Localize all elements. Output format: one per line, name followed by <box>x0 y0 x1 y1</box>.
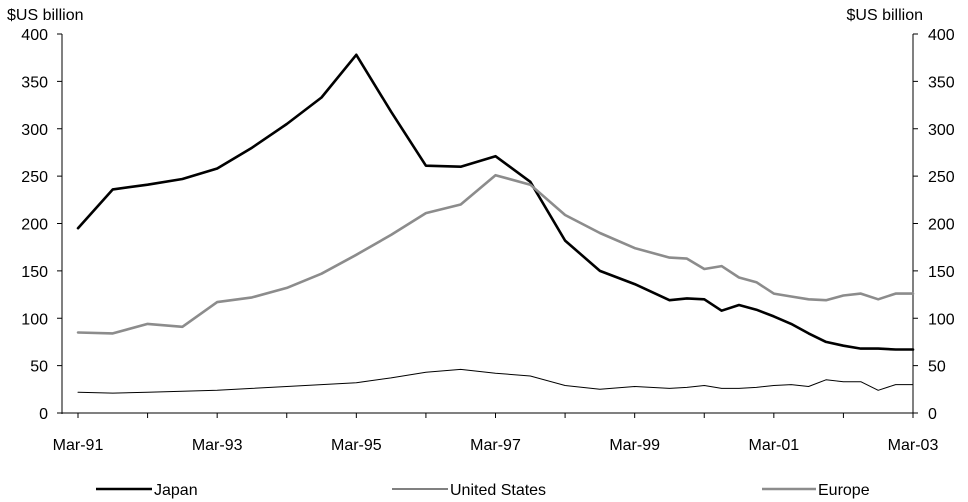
left-y-tick-label: 0 <box>39 406 48 423</box>
left-y-tick-label: 100 <box>21 311 48 328</box>
legend-label: Japan <box>154 482 198 499</box>
x-ticks: Mar-91 Mar-93 Mar-95 Mar-97 Mar-99 Mar-01 Mar-… <box>53 413 939 454</box>
left-y-tick-label: 200 <box>21 217 48 234</box>
right-y-tick-label: 400 <box>928 27 955 44</box>
right-y-tick-label: 0 <box>928 406 937 423</box>
legend-label: United States <box>450 482 546 499</box>
left-y-tick-label: 300 <box>21 122 48 139</box>
x-tick-label: Mar-97 <box>470 437 521 454</box>
right-y-tick-label: 300 <box>928 122 955 139</box>
right-axis-unit-label: $US billion <box>847 7 923 24</box>
x-tick-label: Mar-95 <box>331 437 382 454</box>
x-tick-label: Mar-99 <box>609 437 660 454</box>
legend: Japan United States Europe <box>96 482 870 499</box>
left-y-tick-label: 150 <box>21 264 48 281</box>
right-y-ticks: 0 50 100 150 200 250 300 350 400 <box>913 27 955 423</box>
right-y-tick-label: 350 <box>928 74 955 91</box>
right-y-tick-label: 200 <box>928 217 955 234</box>
x-tick-label: Mar-91 <box>53 437 104 454</box>
x-tick-label: Mar-01 <box>748 437 799 454</box>
left-y-tick-label: 350 <box>21 74 48 91</box>
left-axis-unit-label: $US billion <box>7 7 83 24</box>
legend-label: Europe <box>818 482 870 499</box>
right-y-tick-label: 250 <box>928 169 955 186</box>
x-tick-label: Mar-03 <box>888 437 939 454</box>
right-y-tick-label: 50 <box>928 359 946 376</box>
right-y-tick-label: 150 <box>928 264 955 281</box>
left-y-tick-label: 50 <box>30 359 48 376</box>
x-tick-label: Mar-93 <box>192 437 243 454</box>
right-y-tick-label: 100 <box>928 311 955 328</box>
series-line-europe <box>76 173 915 335</box>
left-y-tick-label: 250 <box>21 169 48 186</box>
left-y-ticks: 0 50 100 150 200 250 300 350 400 <box>21 27 62 423</box>
series-line-united-states <box>77 368 914 394</box>
series-lines <box>76 53 915 394</box>
left-y-tick-label: 400 <box>21 27 48 44</box>
series-line-japan <box>76 53 915 351</box>
